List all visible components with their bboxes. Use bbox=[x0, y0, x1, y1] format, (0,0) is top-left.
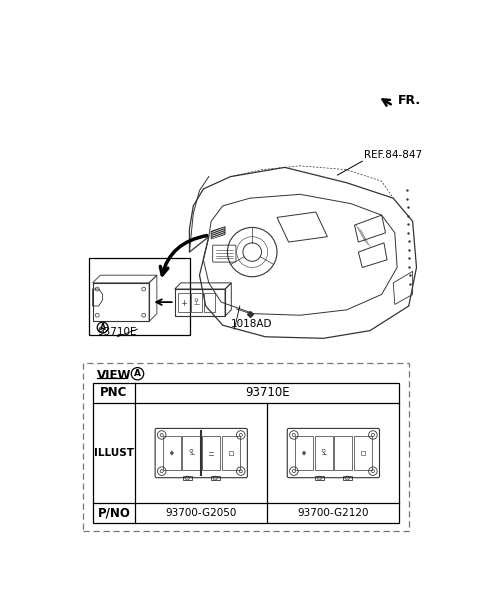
Bar bbox=[354, 436, 372, 470]
Bar bbox=[314, 436, 333, 470]
Bar bbox=[191, 293, 202, 312]
Text: 93700-G2120: 93700-G2120 bbox=[298, 508, 369, 518]
Text: 93700-G2050: 93700-G2050 bbox=[166, 508, 237, 518]
Circle shape bbox=[369, 431, 377, 439]
Circle shape bbox=[289, 467, 298, 476]
Bar bbox=[228, 451, 232, 455]
Bar bbox=[204, 293, 215, 312]
Text: FR.: FR. bbox=[398, 94, 421, 107]
Text: 1018AD: 1018AD bbox=[230, 319, 272, 329]
Circle shape bbox=[237, 467, 245, 476]
Text: ILLUST: ILLUST bbox=[94, 448, 134, 458]
Circle shape bbox=[157, 431, 166, 439]
Text: 93710E: 93710E bbox=[245, 387, 289, 400]
Text: PNC: PNC bbox=[100, 387, 128, 400]
Text: VIEW: VIEW bbox=[97, 369, 132, 382]
Bar bbox=[183, 476, 192, 480]
Bar bbox=[334, 436, 352, 470]
Bar bbox=[93, 383, 399, 523]
Circle shape bbox=[289, 431, 298, 439]
Text: REF.84-847: REF.84-847 bbox=[364, 150, 422, 160]
Bar bbox=[182, 436, 201, 470]
Bar bbox=[222, 436, 240, 470]
Circle shape bbox=[132, 368, 144, 380]
Bar bbox=[315, 476, 324, 480]
Circle shape bbox=[97, 322, 108, 333]
Text: A: A bbox=[134, 369, 141, 378]
Circle shape bbox=[369, 467, 377, 476]
Bar bbox=[175, 289, 225, 316]
Polygon shape bbox=[211, 226, 225, 239]
Text: 93710E: 93710E bbox=[97, 327, 137, 337]
Bar bbox=[178, 293, 190, 312]
Circle shape bbox=[157, 467, 166, 476]
Bar bbox=[202, 436, 220, 470]
Bar bbox=[343, 476, 352, 480]
Bar bbox=[89, 258, 190, 335]
Bar bbox=[83, 363, 409, 531]
Bar bbox=[361, 451, 365, 455]
Text: P/NO: P/NO bbox=[97, 507, 130, 520]
Bar bbox=[295, 436, 313, 470]
Bar bbox=[211, 476, 220, 480]
Bar bbox=[163, 436, 181, 470]
Text: A: A bbox=[100, 323, 106, 332]
Circle shape bbox=[237, 431, 245, 439]
